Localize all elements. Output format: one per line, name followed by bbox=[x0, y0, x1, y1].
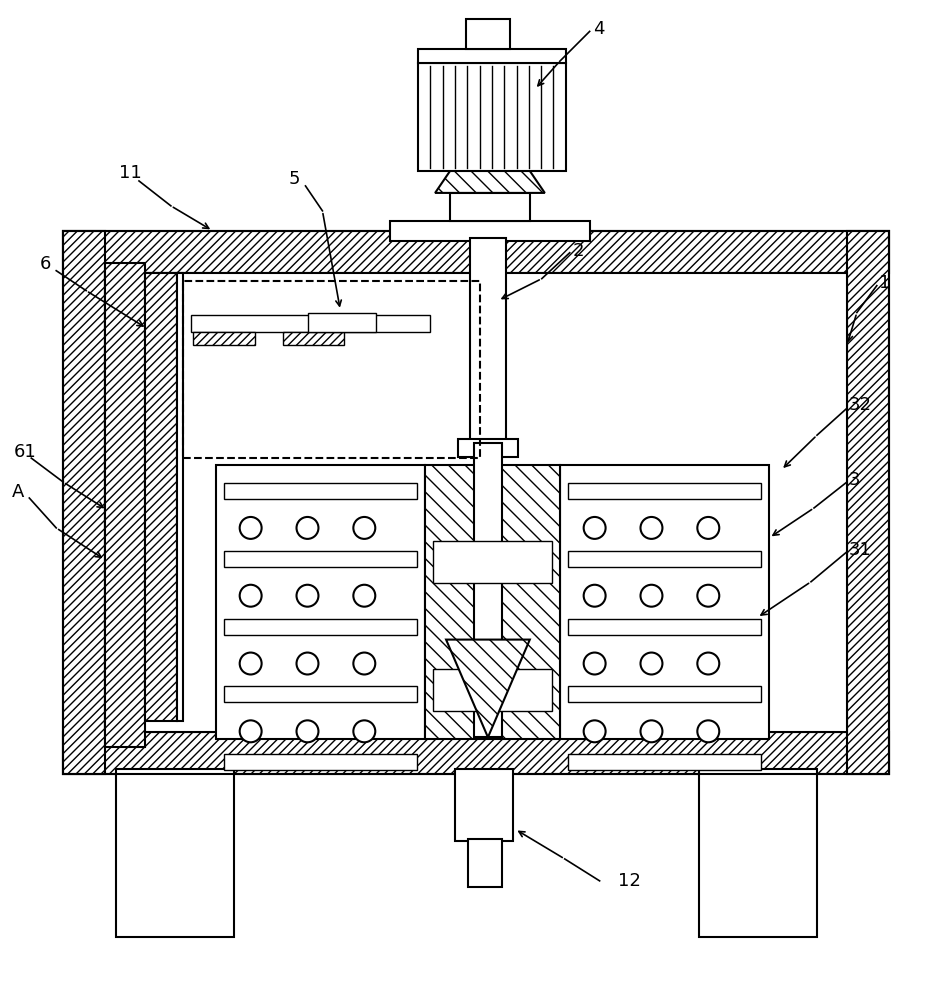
Text: 12: 12 bbox=[618, 872, 641, 890]
Circle shape bbox=[297, 653, 318, 674]
Text: 4: 4 bbox=[593, 20, 604, 38]
Circle shape bbox=[584, 585, 606, 607]
Bar bbox=[177, 273, 183, 721]
Bar bbox=[308, 313, 376, 332]
Bar bbox=[568, 619, 761, 635]
Bar bbox=[418, 49, 566, 63]
Text: 6: 6 bbox=[40, 255, 51, 273]
Bar bbox=[224, 686, 417, 702]
Circle shape bbox=[353, 720, 375, 742]
Circle shape bbox=[239, 517, 262, 539]
Circle shape bbox=[641, 653, 662, 674]
Bar bbox=[568, 754, 761, 770]
Circle shape bbox=[297, 720, 318, 742]
Bar bbox=[224, 551, 417, 567]
Bar bbox=[63, 231, 888, 774]
Bar bbox=[390, 221, 590, 241]
Circle shape bbox=[641, 720, 662, 742]
Circle shape bbox=[353, 517, 375, 539]
Text: 2: 2 bbox=[573, 242, 584, 260]
Bar bbox=[847, 231, 888, 774]
Circle shape bbox=[697, 653, 720, 674]
Text: 31: 31 bbox=[849, 541, 871, 559]
Bar bbox=[191, 315, 430, 332]
Bar bbox=[193, 332, 254, 345]
Text: 32: 32 bbox=[849, 396, 872, 414]
Bar bbox=[699, 769, 817, 937]
Circle shape bbox=[353, 585, 375, 607]
Circle shape bbox=[584, 720, 606, 742]
Bar bbox=[470, 238, 506, 445]
Bar bbox=[433, 669, 552, 711]
Bar bbox=[466, 19, 510, 49]
Bar bbox=[418, 63, 566, 171]
Bar bbox=[106, 273, 847, 732]
Circle shape bbox=[297, 517, 318, 539]
Bar bbox=[224, 483, 417, 499]
Circle shape bbox=[239, 653, 262, 674]
Bar bbox=[283, 332, 345, 345]
Circle shape bbox=[584, 517, 606, 539]
Circle shape bbox=[641, 585, 662, 607]
Circle shape bbox=[697, 585, 720, 607]
Circle shape bbox=[697, 720, 720, 742]
Text: 11: 11 bbox=[119, 164, 142, 182]
Text: 5: 5 bbox=[288, 170, 300, 188]
Bar bbox=[63, 732, 888, 774]
Bar bbox=[224, 619, 417, 635]
Circle shape bbox=[239, 585, 262, 607]
Bar bbox=[63, 231, 888, 273]
Circle shape bbox=[353, 653, 375, 674]
Bar bbox=[116, 769, 234, 937]
Bar bbox=[450, 193, 529, 221]
Bar bbox=[568, 551, 761, 567]
Text: 1: 1 bbox=[879, 274, 890, 292]
Text: A: A bbox=[11, 483, 24, 501]
Bar bbox=[425, 465, 560, 739]
Bar bbox=[216, 465, 425, 739]
Bar bbox=[474, 443, 502, 737]
Bar bbox=[433, 541, 552, 583]
Bar bbox=[468, 839, 502, 887]
Polygon shape bbox=[435, 171, 544, 193]
Bar bbox=[455, 769, 512, 841]
Circle shape bbox=[297, 585, 318, 607]
Text: 61: 61 bbox=[13, 443, 36, 461]
Polygon shape bbox=[447, 640, 529, 737]
Bar bbox=[568, 686, 761, 702]
Bar bbox=[224, 754, 417, 770]
Circle shape bbox=[584, 653, 606, 674]
Circle shape bbox=[239, 720, 262, 742]
Bar bbox=[568, 483, 761, 499]
Bar bbox=[106, 263, 145, 747]
Circle shape bbox=[697, 517, 720, 539]
Circle shape bbox=[641, 517, 662, 539]
Text: 3: 3 bbox=[849, 471, 860, 489]
Bar bbox=[145, 273, 177, 721]
Bar bbox=[183, 281, 480, 458]
Bar bbox=[458, 439, 518, 457]
Bar bbox=[560, 465, 769, 739]
Bar bbox=[63, 231, 106, 774]
